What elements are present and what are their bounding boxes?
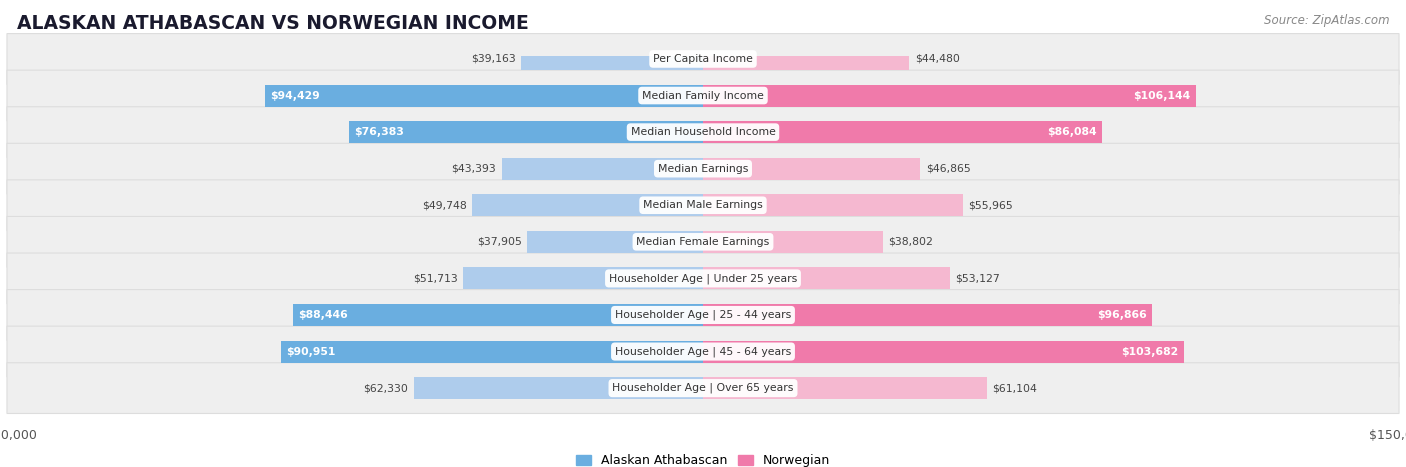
- Text: $86,084: $86,084: [1047, 127, 1097, 137]
- Bar: [264, 85, 703, 106]
- Text: Median Household Income: Median Household Income: [630, 127, 776, 137]
- Text: $106,144: $106,144: [1133, 91, 1189, 100]
- Bar: [703, 340, 1184, 362]
- Bar: [527, 231, 703, 253]
- Text: $51,713: $51,713: [413, 273, 457, 283]
- Bar: [349, 121, 703, 143]
- Text: $39,163: $39,163: [471, 54, 516, 64]
- Bar: [703, 231, 883, 253]
- Text: Per Capita Income: Per Capita Income: [652, 54, 754, 64]
- Text: $103,682: $103,682: [1122, 347, 1178, 356]
- Bar: [502, 158, 703, 180]
- FancyBboxPatch shape: [7, 253, 1399, 304]
- Text: Householder Age | 45 - 64 years: Householder Age | 45 - 64 years: [614, 347, 792, 357]
- FancyBboxPatch shape: [7, 216, 1399, 267]
- Bar: [703, 158, 921, 180]
- Text: $37,905: $37,905: [477, 237, 522, 247]
- Text: ALASKAN ATHABASCAN VS NORWEGIAN INCOME: ALASKAN ATHABASCAN VS NORWEGIAN INCOME: [17, 14, 529, 33]
- Text: $96,866: $96,866: [1097, 310, 1147, 320]
- Bar: [292, 304, 703, 326]
- Text: Median Family Income: Median Family Income: [643, 91, 763, 100]
- Text: Householder Age | Over 65 years: Householder Age | Over 65 years: [612, 383, 794, 393]
- Text: $90,951: $90,951: [287, 347, 336, 356]
- FancyBboxPatch shape: [7, 363, 1399, 413]
- Text: $46,865: $46,865: [927, 163, 970, 174]
- Bar: [703, 85, 1195, 106]
- FancyBboxPatch shape: [7, 326, 1399, 377]
- Bar: [472, 194, 703, 216]
- Bar: [703, 304, 1153, 326]
- Text: $62,330: $62,330: [363, 383, 408, 393]
- Text: $38,802: $38,802: [889, 237, 934, 247]
- Legend: Alaskan Athabascan, Norwegian: Alaskan Athabascan, Norwegian: [571, 449, 835, 467]
- Bar: [703, 121, 1102, 143]
- Text: $43,393: $43,393: [451, 163, 496, 174]
- Text: $76,383: $76,383: [354, 127, 404, 137]
- Text: $94,429: $94,429: [270, 91, 321, 100]
- FancyBboxPatch shape: [7, 107, 1399, 157]
- Bar: [413, 377, 703, 399]
- Text: Householder Age | Under 25 years: Householder Age | Under 25 years: [609, 273, 797, 283]
- Text: $49,748: $49,748: [422, 200, 467, 210]
- FancyBboxPatch shape: [7, 70, 1399, 121]
- Bar: [463, 268, 703, 290]
- Bar: [703, 377, 987, 399]
- Text: Source: ZipAtlas.com: Source: ZipAtlas.com: [1264, 14, 1389, 27]
- Text: $88,446: $88,446: [298, 310, 347, 320]
- FancyBboxPatch shape: [7, 34, 1399, 85]
- Bar: [703, 268, 949, 290]
- Text: Median Male Earnings: Median Male Earnings: [643, 200, 763, 210]
- Text: Median Female Earnings: Median Female Earnings: [637, 237, 769, 247]
- FancyBboxPatch shape: [7, 290, 1399, 340]
- Bar: [281, 340, 703, 362]
- Text: Median Earnings: Median Earnings: [658, 163, 748, 174]
- Bar: [703, 194, 963, 216]
- Text: $44,480: $44,480: [915, 54, 960, 64]
- Bar: [703, 48, 910, 70]
- Bar: [522, 48, 703, 70]
- Text: $53,127: $53,127: [955, 273, 1000, 283]
- Text: $61,104: $61,104: [993, 383, 1038, 393]
- FancyBboxPatch shape: [7, 143, 1399, 194]
- Text: $55,965: $55,965: [969, 200, 1012, 210]
- FancyBboxPatch shape: [7, 180, 1399, 231]
- Text: Householder Age | 25 - 44 years: Householder Age | 25 - 44 years: [614, 310, 792, 320]
